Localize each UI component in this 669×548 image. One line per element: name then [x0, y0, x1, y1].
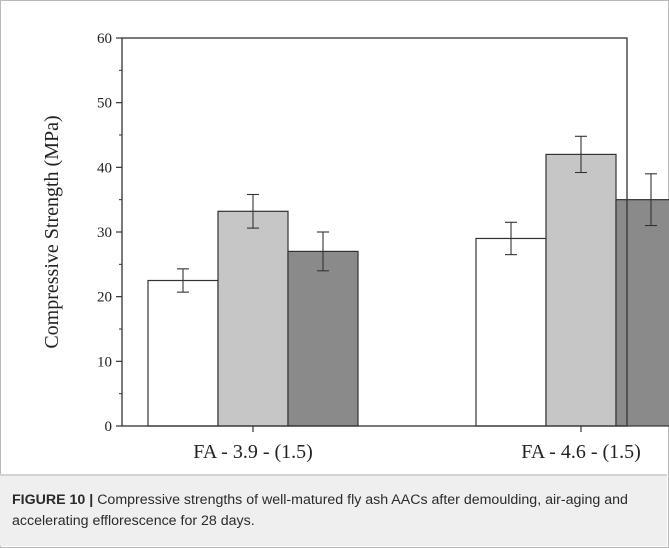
- y-tick-label: 10: [97, 354, 112, 370]
- bar-1-3: [287, 250, 359, 427]
- figure-caption: FIGURE 10 | Compressive strengths of wel…: [12, 490, 652, 532]
- y-axis-title: Compressive Strength (MPa): [41, 115, 63, 348]
- bar-1-1: [147, 279, 219, 427]
- caption-background: [0, 474, 667, 546]
- bar-2-3: [615, 199, 669, 427]
- x-category-label: FA - 4.6 - (1.5): [521, 441, 641, 463]
- caption-label: FIGURE 10 |: [12, 492, 94, 508]
- y-tick-label: 0: [105, 419, 113, 435]
- bar-chart: FA - 3.9 - (1.5) FA - 4.6 - (1.5) 0 10 20 30 4…: [41, 31, 669, 463]
- caption-divider: [0, 474, 667, 476]
- y-tick-label: 30: [97, 225, 112, 241]
- plot-area: FA - 3.9 - (1.5) FA - 4.6 - (1.5) 0 10 20 30 4…: [97, 31, 669, 463]
- bar-2-1: [475, 237, 547, 427]
- bar-2-2: [545, 153, 617, 427]
- y-tick-label: 40: [97, 160, 112, 176]
- y-tick-label: 50: [97, 96, 112, 112]
- caption-text: Compressive strengths of well-matured fl…: [12, 492, 628, 529]
- y-tick-label: 20: [97, 290, 112, 306]
- x-category-label: FA - 3.9 - (1.5): [193, 441, 313, 463]
- y-tick-label: 60: [97, 31, 112, 47]
- bar-1-2: [217, 210, 289, 427]
